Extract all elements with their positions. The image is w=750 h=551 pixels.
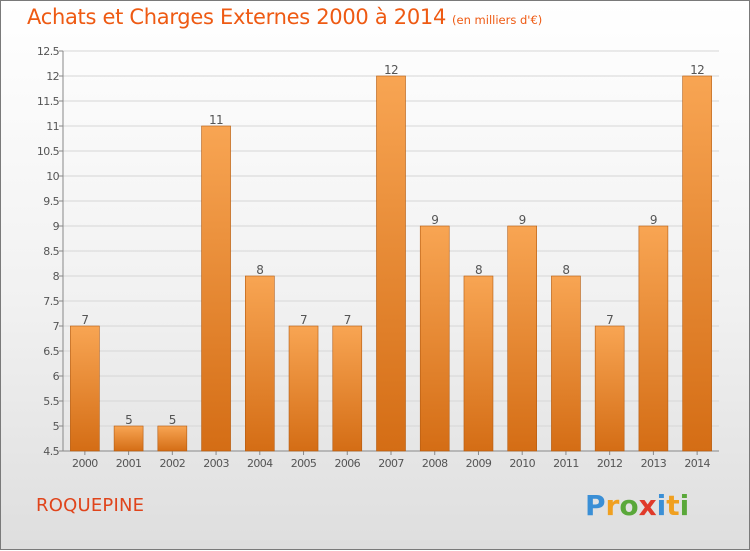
x-tick-label: 2013 xyxy=(641,457,667,470)
y-tick-label: 9.5 xyxy=(43,195,59,208)
bar-value-label: 9 xyxy=(650,213,657,227)
bar-value-label: 12 xyxy=(384,63,398,77)
bar-value-label: 8 xyxy=(475,263,482,277)
bar-2010 xyxy=(507,225,538,452)
bar-2004 xyxy=(245,275,275,452)
y-tick-label: 7 xyxy=(53,320,60,333)
bar-value-label: 9 xyxy=(431,213,438,227)
y-tick-label: 4.5 xyxy=(43,445,59,458)
y-tick-label: 11 xyxy=(46,120,59,133)
bar-value-label: 5 xyxy=(169,413,176,427)
bar-value-label: 12 xyxy=(690,63,704,77)
bar-value-label: 7 xyxy=(344,313,351,327)
unit-label: (en milliers d'€) xyxy=(452,13,543,27)
bar-value-label: 7 xyxy=(300,313,307,327)
y-tick-label: 6.5 xyxy=(43,345,59,358)
bar-2012 xyxy=(594,325,625,452)
y-tick-label: 5.5 xyxy=(43,395,59,408)
y-tick-label: 10.5 xyxy=(37,145,60,158)
bar-value-label: 7 xyxy=(606,313,613,327)
x-tick-label: 2009 xyxy=(466,457,492,470)
x-tick-label: 2000 xyxy=(72,457,98,470)
commune-name: ROQUEPINE xyxy=(36,495,145,516)
bar-2014 xyxy=(682,75,712,452)
bar-value-label: 9 xyxy=(519,213,526,227)
bar-2003 xyxy=(201,125,231,452)
proxiti-logo: Proxiti xyxy=(585,489,689,522)
x-tick-label: 2005 xyxy=(291,457,317,470)
bar-2005 xyxy=(288,325,319,452)
y-tick-label: 8 xyxy=(53,270,60,283)
y-tick-label: 10 xyxy=(46,170,59,183)
x-tick-label: 2003 xyxy=(203,457,229,470)
y-tick-label: 6 xyxy=(53,370,60,383)
bar-2000 xyxy=(70,325,100,452)
bar-value-label: 8 xyxy=(256,263,263,277)
bar-2002 xyxy=(157,425,188,452)
x-tick-label: 2010 xyxy=(509,457,535,470)
bar-2007 xyxy=(376,75,406,452)
labels: 4.5 5 5.5 6 6.5 7 7.5 8 8.5 9 9.5 10 10.5 11 11.5 12 12.… xyxy=(37,45,711,470)
bar-value-label: 8 xyxy=(562,263,569,277)
bar-2006 xyxy=(332,325,363,452)
bar-value-label: 5 xyxy=(125,413,132,427)
bar-2008 xyxy=(419,225,450,452)
y-tick-label: 12 xyxy=(46,70,59,83)
y-tick-label: 5 xyxy=(53,420,60,433)
bar-value-label: 11 xyxy=(209,113,223,127)
y-tick-label: 11.5 xyxy=(37,95,60,108)
bar-value-label: 7 xyxy=(81,313,88,327)
x-tick-label: 2014 xyxy=(684,457,710,470)
x-tick-label: 2008 xyxy=(422,457,448,470)
bar-2001 xyxy=(113,425,144,452)
bar-2009 xyxy=(463,275,494,452)
x-tick-label: 2007 xyxy=(378,457,404,470)
bar-2013 xyxy=(638,225,669,452)
x-tick-label: 2002 xyxy=(160,457,186,470)
x-tick-label: 2011 xyxy=(553,457,579,470)
x-tick-label: 2004 xyxy=(247,457,273,470)
y-tick-label: 7.5 xyxy=(43,295,59,308)
bar-2011 xyxy=(551,275,581,452)
svg-text:Proxiti: Proxiti xyxy=(585,489,689,522)
x-tick-label: 2012 xyxy=(597,457,623,470)
chart-title: Achats et Charges Externes 2000 à 2014 (e… xyxy=(27,5,543,29)
y-tick-label: 9 xyxy=(53,220,60,233)
x-tick-label: 2006 xyxy=(334,457,360,470)
y-tick-label: 8.5 xyxy=(43,245,59,258)
y-tick-label: 12.5 xyxy=(37,45,60,58)
x-tick-label: 2001 xyxy=(116,457,142,470)
bars xyxy=(70,75,712,452)
